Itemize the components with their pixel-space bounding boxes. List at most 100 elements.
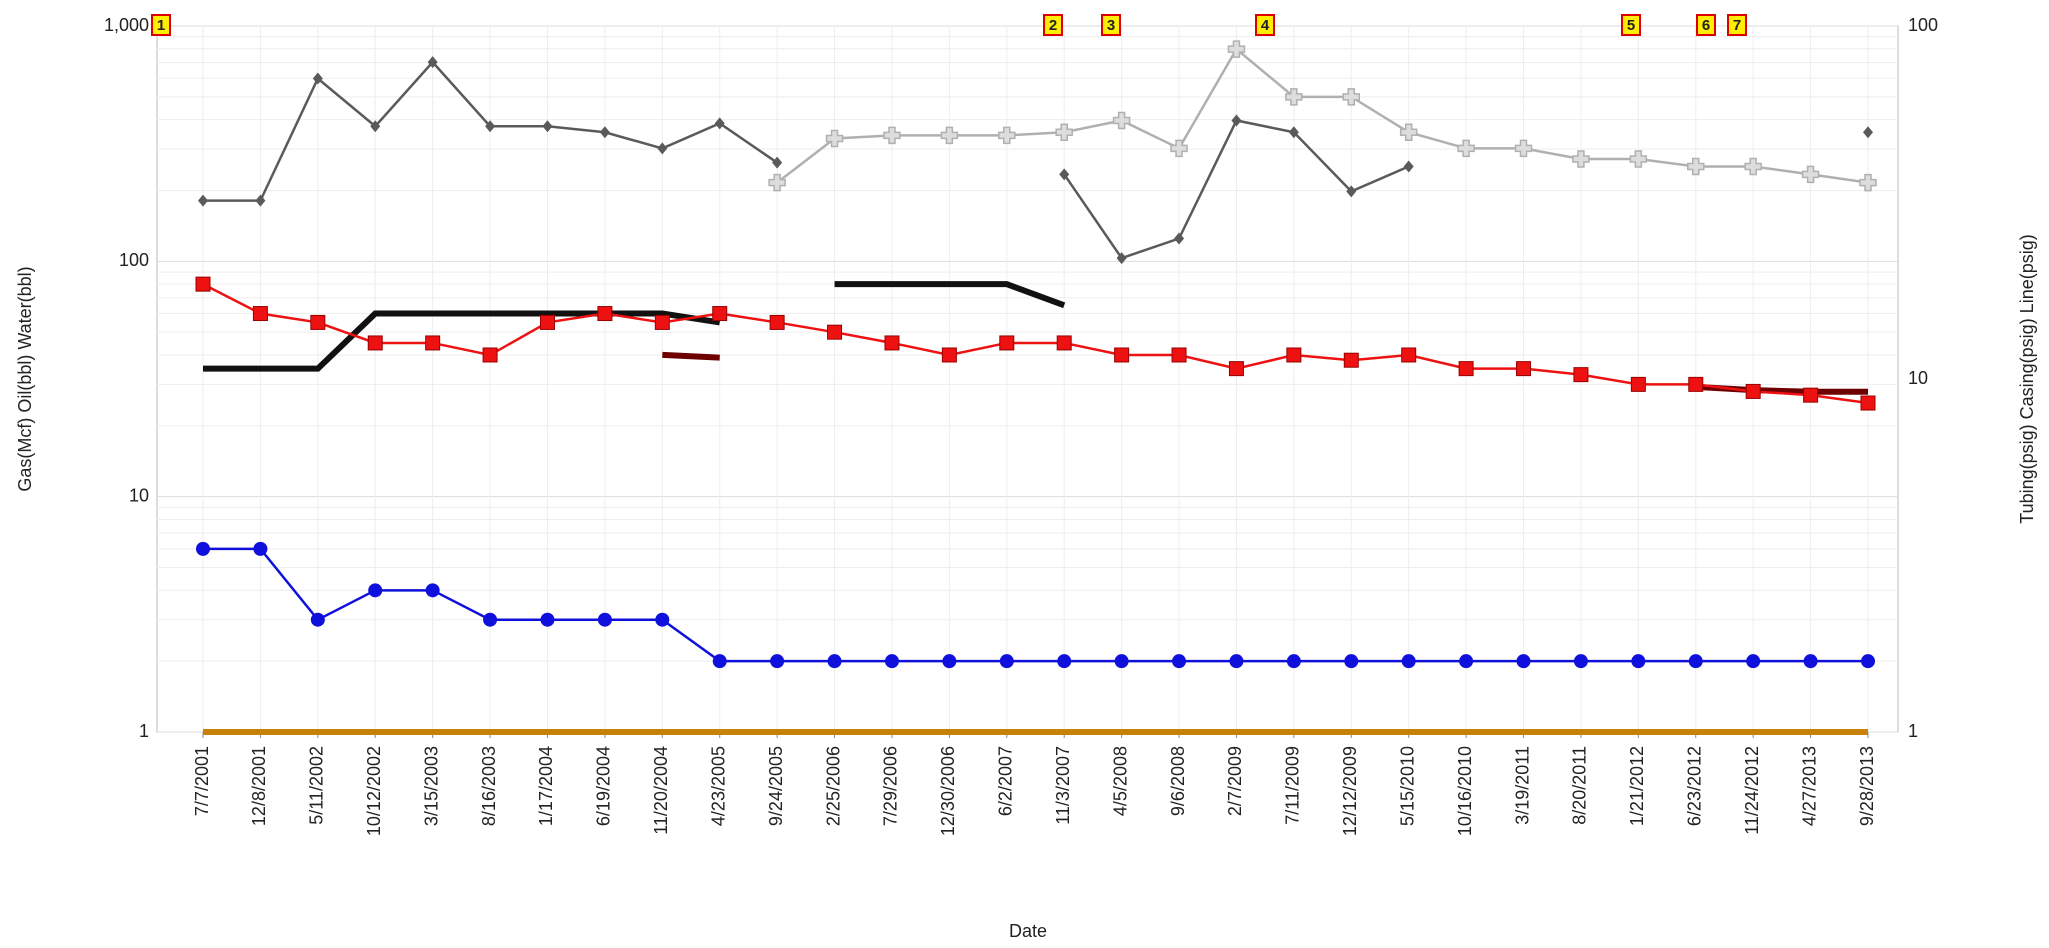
y-tick-label: 1 (139, 721, 149, 741)
x-tick-label: 1/21/2012 (1627, 746, 1647, 826)
point (196, 541, 210, 556)
point (1861, 654, 1875, 669)
y2-tick-label: 100 (1908, 15, 1938, 35)
y2-axis-title: Tubing(psig) Casing(psig) Line(psig) (2017, 234, 2037, 523)
point (1629, 150, 1648, 168)
x-tick-label: 9/6/2008 (1168, 746, 1188, 816)
point (1342, 88, 1361, 106)
point (1458, 361, 1474, 377)
series-line (203, 547, 1868, 663)
point (1401, 654, 1416, 669)
point (542, 120, 553, 133)
x-tick-label: 3/19/2011 (1512, 746, 1532, 825)
x-tick-label: 6/19/2004 (594, 746, 614, 826)
point (1573, 367, 1589, 383)
point (1055, 123, 1073, 142)
point (368, 583, 383, 598)
x-tick-label: 12/8/2001 (249, 746, 269, 826)
point (769, 314, 785, 330)
x-tick-label: 10/12/2002 (364, 746, 384, 836)
point (1801, 165, 1820, 184)
point (1688, 654, 1703, 669)
point (1057, 654, 1072, 669)
point (1746, 654, 1761, 669)
point (1516, 361, 1532, 377)
point (1457, 139, 1475, 158)
point (941, 347, 957, 363)
point (253, 541, 268, 556)
point (1401, 347, 1417, 363)
annotation-box (1696, 14, 1716, 36)
point (310, 612, 325, 627)
x-tick-label: 1/17/2004 (536, 746, 556, 826)
x-tick-label: 11/3/2007 (1053, 746, 1073, 825)
point (827, 654, 842, 669)
point (1227, 40, 1246, 58)
point (942, 654, 957, 669)
point (768, 173, 786, 192)
point (1516, 654, 1531, 669)
point (483, 612, 498, 627)
point (427, 56, 438, 69)
point (1116, 252, 1127, 265)
annotation-box (1621, 14, 1641, 36)
series (203, 281, 1066, 372)
x-tick-label: 11/24/2012 (1742, 746, 1762, 835)
point (772, 156, 783, 169)
point (1403, 160, 1414, 173)
series (768, 40, 1877, 192)
annotation-box (151, 14, 171, 36)
point (1229, 654, 1244, 669)
point (827, 324, 843, 340)
point (1346, 185, 1357, 198)
point (1114, 654, 1129, 669)
point (425, 335, 441, 351)
series-line (202, 283, 1869, 405)
annotation: 2 (1049, 17, 1057, 34)
x-tick-label: 12/12/2009 (1340, 746, 1360, 836)
point (198, 194, 208, 207)
y2-tick-label: 10 (1908, 368, 1928, 388)
point (825, 129, 844, 148)
x-tick-label: 4/5/2008 (1110, 746, 1130, 816)
annotation: 6 (1702, 17, 1710, 34)
point (1231, 114, 1242, 127)
y-axis-title: Gas(Mcf) Oil(bbl) Water(bbl) (15, 266, 35, 491)
point (540, 612, 555, 627)
x-tick-label: 7/7/2001 (192, 746, 212, 816)
x-tick-label: 7/29/2006 (881, 746, 901, 826)
y2-tick-label: 1 (1908, 721, 1918, 741)
point (1860, 395, 1876, 411)
point (1059, 168, 1070, 181)
x-tick-label: 8/20/2011 (1570, 746, 1590, 825)
annotation: 5 (1627, 17, 1635, 34)
point (770, 654, 785, 669)
x-tick-label: 7/11/2009 (1283, 746, 1303, 825)
point (1114, 347, 1130, 363)
annotation: 1 (157, 17, 165, 34)
point (1573, 654, 1588, 669)
point (1863, 126, 1873, 139)
point (367, 335, 383, 351)
x-tick-label: 4/27/2013 (1799, 746, 1819, 826)
point (1172, 654, 1187, 669)
point (712, 306, 728, 322)
x-tick-label: 5/15/2010 (1397, 746, 1417, 826)
point (940, 126, 959, 145)
point (654, 314, 670, 330)
series (195, 276, 1876, 411)
point (999, 654, 1014, 669)
point (1286, 654, 1301, 669)
x-tick-label: 3/15/2003 (421, 746, 441, 826)
point (1343, 352, 1359, 368)
point (310, 314, 326, 330)
x-axis-title: Date (1009, 921, 1047, 941)
x-tick-label: 4/23/2005 (708, 746, 728, 826)
point (1288, 126, 1299, 139)
point (1399, 123, 1418, 142)
x-tick-label: 8/16/2003 (479, 746, 499, 826)
annotation: 4 (1261, 17, 1270, 34)
point (1514, 139, 1533, 158)
annotation-box (1255, 14, 1275, 36)
x-tick-label: 6/2/2007 (996, 746, 1016, 816)
